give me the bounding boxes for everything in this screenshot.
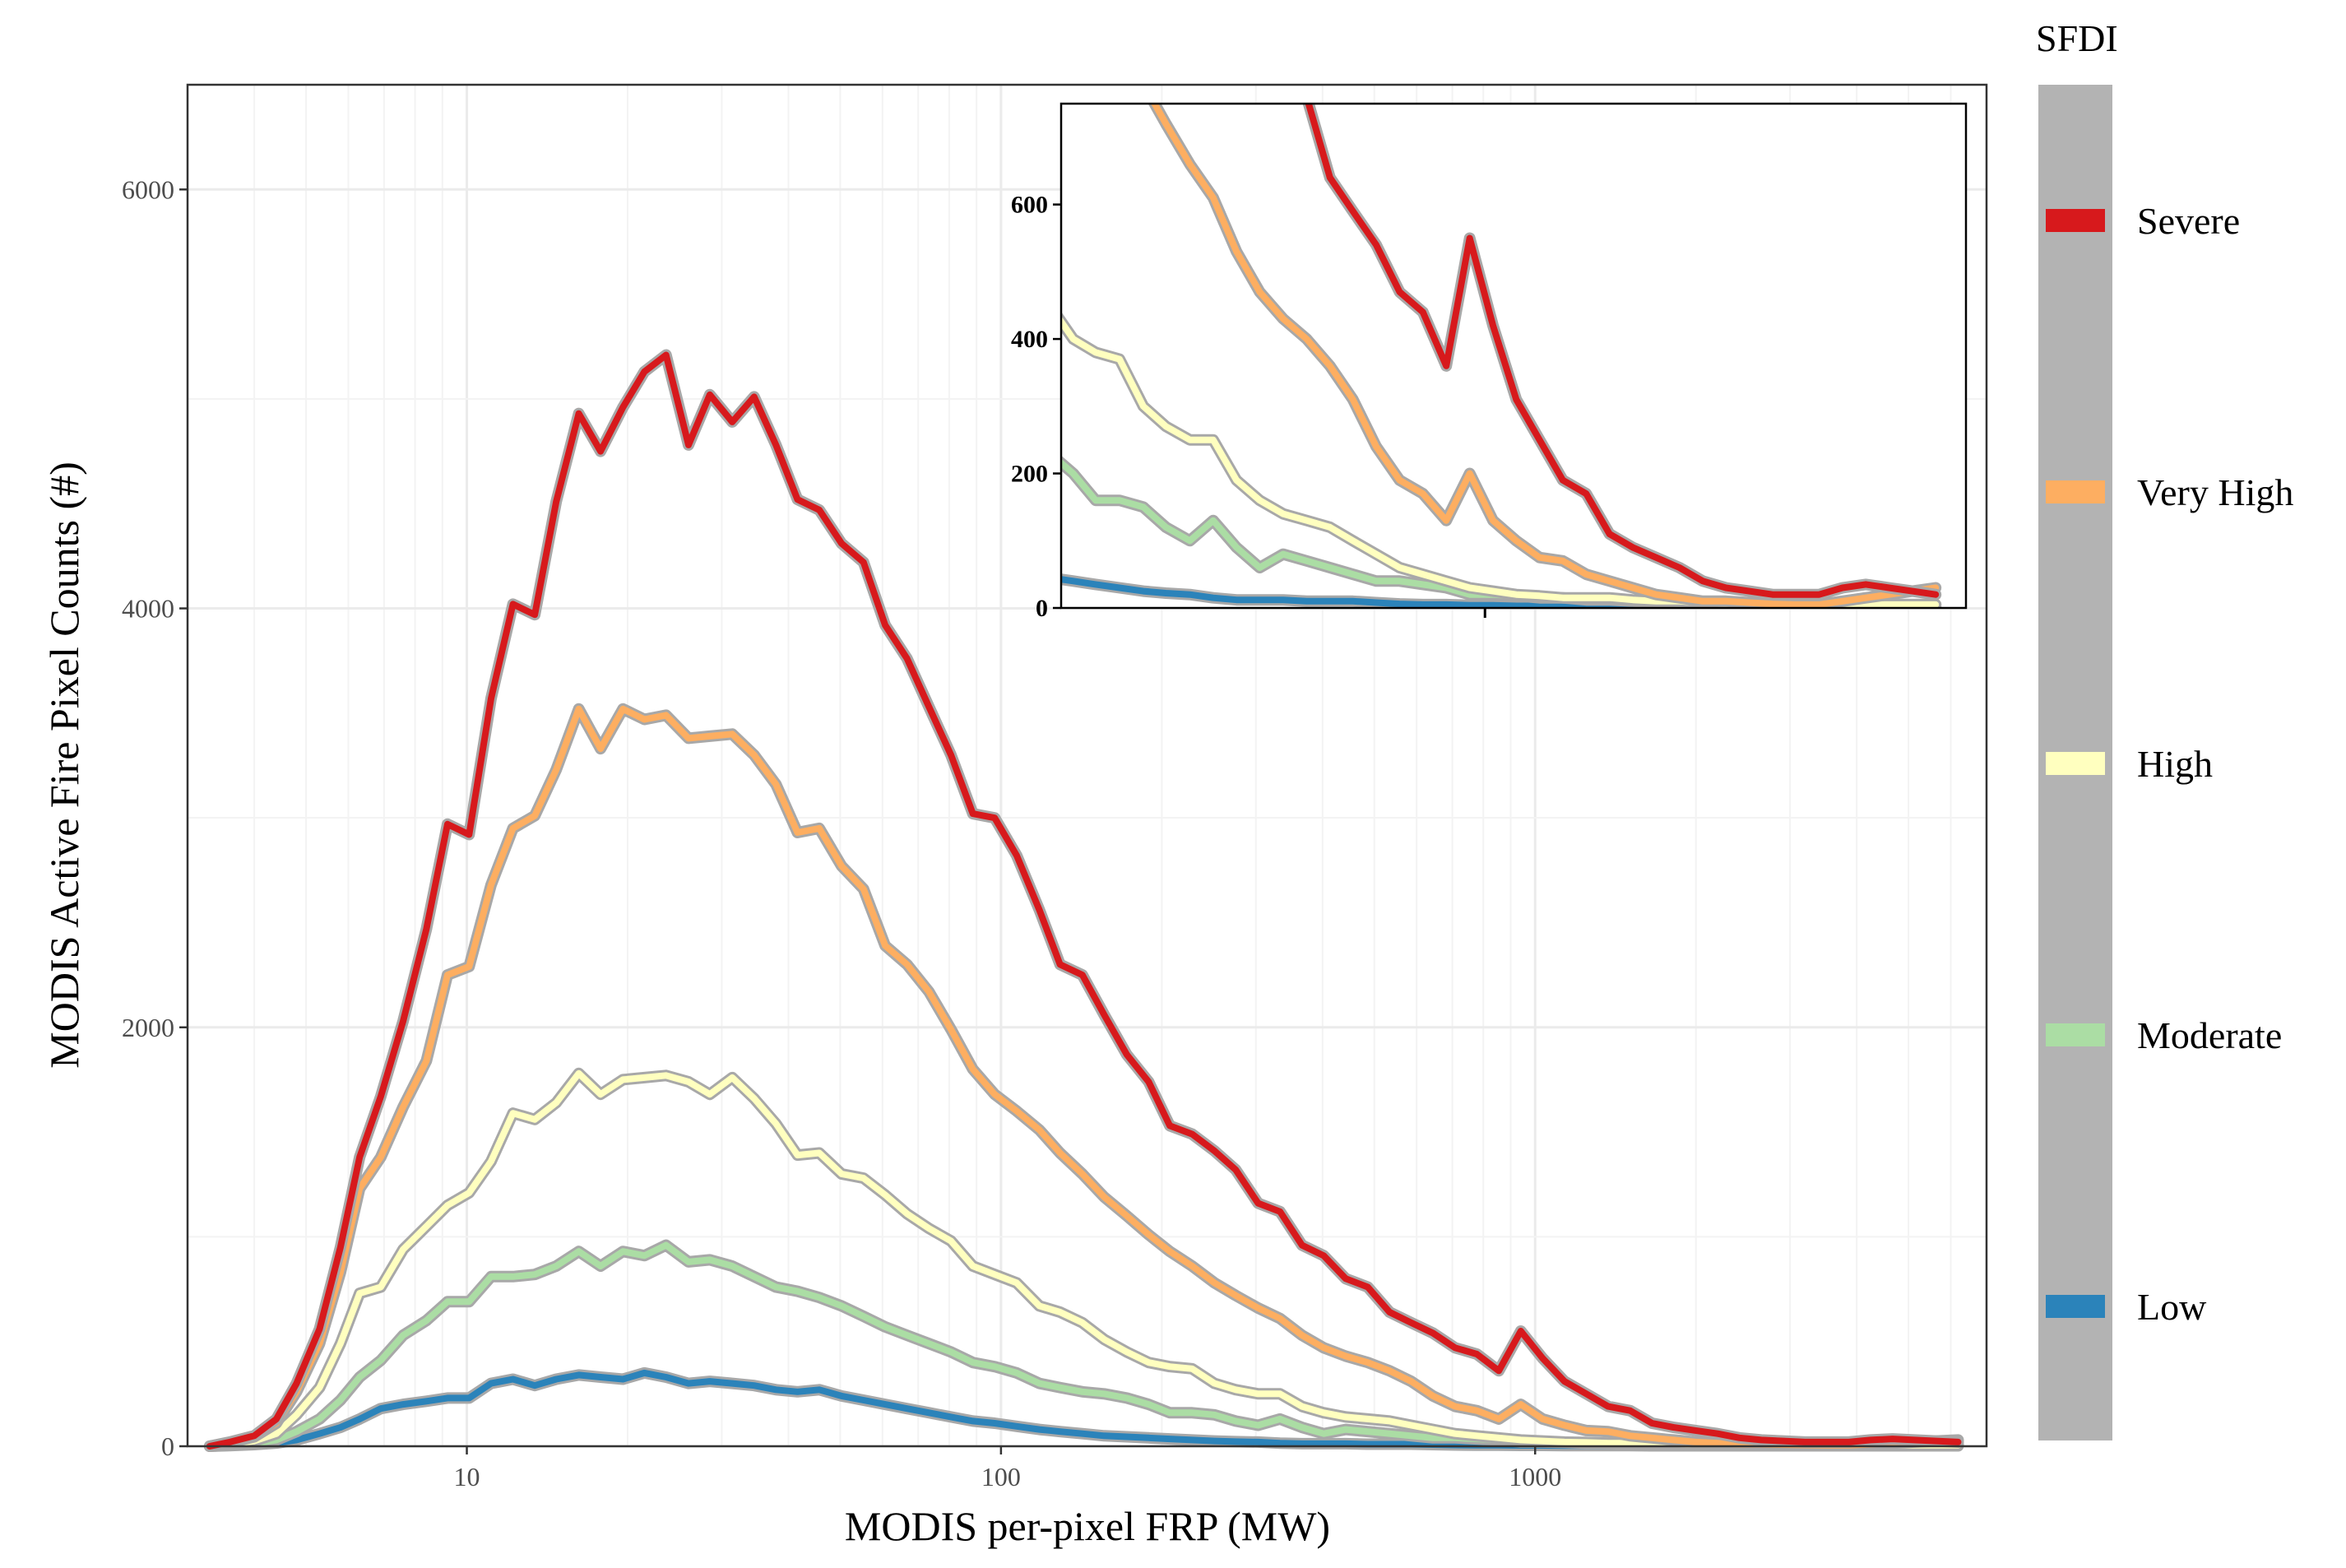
- y-tick-label: 6000: [122, 174, 174, 204]
- legend-key-severe: [2046, 209, 2105, 232]
- inset-y-tick-label: 400: [1011, 326, 1048, 353]
- inset-series-line-very-high: [1151, 104, 1940, 608]
- main-grid: [187, 85, 1987, 1448]
- legend-label-very-high: Very High: [2137, 471, 2293, 513]
- legend-label-low: Low: [2137, 1286, 2207, 1328]
- inset-y-tick-label: 0: [1036, 595, 1048, 622]
- inset-y-tick-label: 600: [1011, 192, 1048, 219]
- legend: Severe Very High High Moderate Low: [2046, 200, 2293, 1328]
- inset-series-line-severe: [1305, 104, 1940, 598]
- series-line-very-high: [206, 705, 1962, 1450]
- legend-label-moderate: Moderate: [2137, 1014, 2282, 1056]
- y-axis-title: MODIS Active Fire Pixel Counts (#): [41, 462, 87, 1068]
- x-axis-title: MODIS per-pixel FRP (MW): [845, 1503, 1330, 1549]
- y-tick-label: 4000: [122, 594, 174, 624]
- series-line-severe: [206, 351, 1962, 1450]
- legend-key-high: [2046, 752, 2105, 775]
- legend-key-very-high: [2046, 480, 2105, 503]
- inset-axes: 0 200 400 600: [1011, 192, 1486, 622]
- legend-title: SFDI: [2036, 17, 2118, 59]
- inset-series-lines: [1061, 104, 1942, 608]
- legend-label-severe: Severe: [2137, 200, 2240, 242]
- inset-plot-frame: [1059, 102, 1968, 610]
- x-tick-label: 10: [454, 1462, 480, 1491]
- x-tick-label: 1000: [1509, 1462, 1561, 1491]
- x-tick-label: 100: [981, 1462, 1021, 1491]
- inset-y-tick-label: 200: [1011, 461, 1048, 488]
- main-series-lines: [203, 349, 1964, 1452]
- y-tick-label: 2000: [122, 1013, 174, 1042]
- y-tick-label: 0: [161, 1431, 174, 1461]
- main-plot-frame: [186, 83, 1988, 1448]
- legend-key-moderate: [2046, 1023, 2105, 1046]
- legend-key-low: [2046, 1295, 2105, 1318]
- legend-label-high: High: [2137, 743, 2213, 785]
